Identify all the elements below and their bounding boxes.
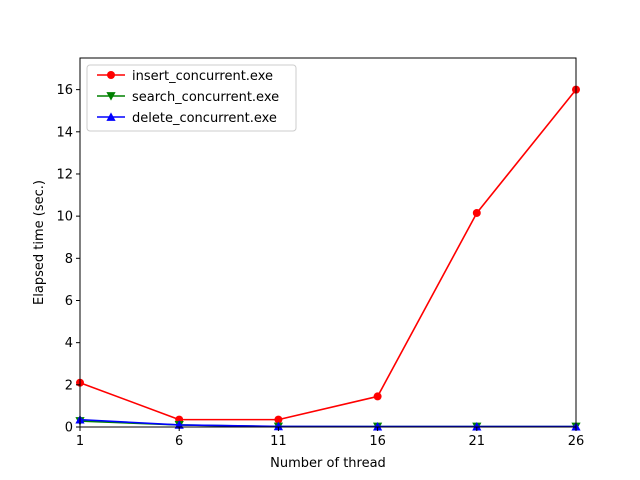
y-tick-label: 16	[56, 83, 73, 98]
y-tick-label: 6	[65, 294, 73, 309]
x-tick-label: 6	[175, 434, 183, 449]
data-point	[373, 392, 382, 401]
legend-entry: search_concurrent.exe	[97, 90, 279, 105]
legend-marker	[106, 112, 116, 121]
legend-label: search_concurrent.exe	[132, 90, 279, 105]
series-line	[79, 418, 576, 428]
y-tick-label: 4	[65, 336, 73, 351]
x-tick-label: 11	[270, 434, 287, 449]
y-tick-label: 0	[65, 421, 73, 436]
legend-marker	[106, 92, 116, 101]
legend-label: insert_concurrent.exe	[132, 69, 273, 84]
x-axis: 1 6 11 16 21 26	[76, 427, 584, 449]
x-tick-label: 16	[369, 434, 386, 449]
data-point	[472, 208, 481, 217]
legend-box	[86, 64, 297, 132]
data-point	[472, 421, 482, 431]
x-tick-label: 1	[76, 434, 84, 449]
series-line	[79, 89, 577, 421]
y-tick-label: 8	[65, 252, 73, 267]
series-delete-concurrent	[75, 415, 581, 431]
legend-label: delete_concurrent.exe	[132, 111, 277, 126]
data-point	[273, 421, 283, 431]
y-tick-label: 12	[56, 167, 73, 182]
legend-entry: delete_concurrent.exe	[97, 111, 277, 126]
y-axis: 0 2 4 6 8 10 12 14 16	[56, 83, 80, 436]
y-tick-label: 2	[65, 378, 73, 393]
y-tick-label: 14	[56, 125, 73, 140]
data-point	[373, 421, 383, 431]
series-layer	[75, 85, 581, 432]
y-axis-title: Elapsed time (sec.)	[32, 180, 47, 305]
y-tick-label: 10	[56, 210, 73, 225]
legend-entry: insert_concurrent.exe	[97, 69, 273, 84]
legend: insert_concurrent.exe search_concurrent.e…	[86, 64, 297, 132]
plot-frame	[79, 57, 577, 428]
series-insert-concurrent	[76, 85, 580, 424]
x-axis-title: Number of thread	[270, 456, 386, 471]
data-point	[274, 415, 283, 424]
x-tick-label: 21	[469, 434, 486, 449]
legend-marker	[107, 71, 115, 79]
x-tick-label: 26	[568, 434, 585, 449]
